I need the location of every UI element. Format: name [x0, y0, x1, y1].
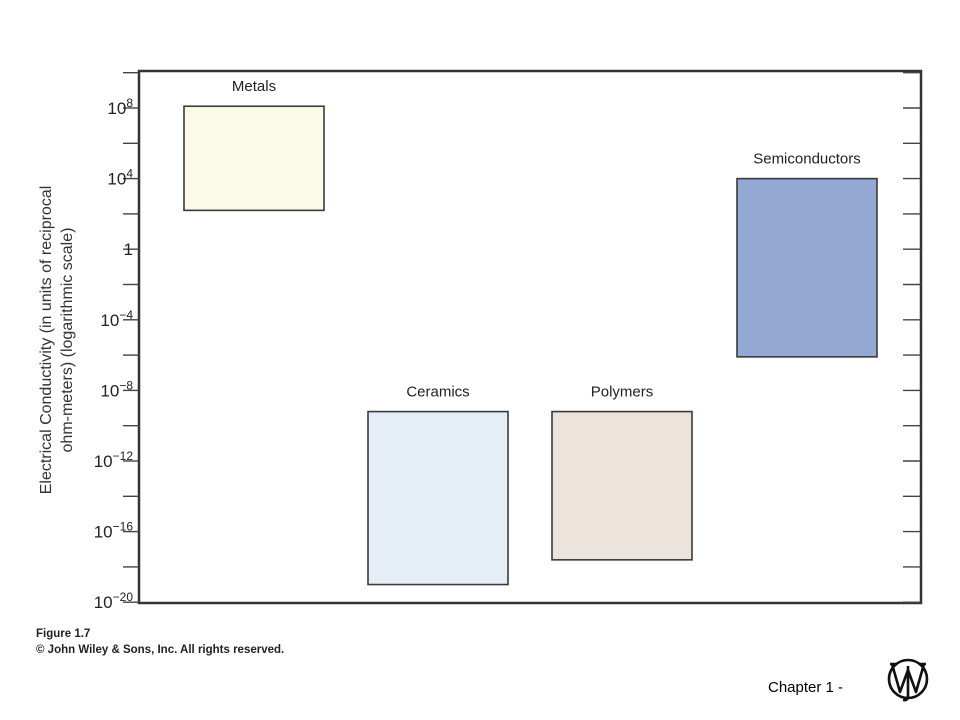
y-axis-label-line-1: Electrical Conductivity (in units of rec… — [38, 185, 55, 495]
range-bar-semiconductors — [736, 177, 878, 358]
y-tick-label: 10−12 — [94, 449, 134, 471]
y-tick-label: 1 — [124, 240, 133, 259]
copyright-notice: © John Wiley & Sons, Inc. All rights res… — [36, 644, 285, 656]
y-tick-label: 10−4 — [100, 308, 133, 330]
range-bar-metals — [183, 105, 325, 212]
plot-frame — [137, 69, 923, 605]
y-tick-label: 108 — [107, 96, 133, 118]
y-axis-label-line-2: ohm-meters) (logarithmic scale) — [59, 227, 76, 453]
y-tick-label: 10−20 — [94, 590, 134, 612]
chapter-footer: Chapter 1 - — [768, 679, 844, 696]
y-tick-label: 10−16 — [94, 520, 134, 542]
y-axis-label: Electrical Conductivity (in units of rec… — [36, 170, 96, 510]
category-label-metals: Metals — [232, 78, 276, 95]
figure-number: Figure 1.7 — [36, 628, 91, 640]
wiley-logo-icon — [887, 658, 929, 702]
range-bar-polymers — [551, 410, 693, 561]
range-bar-ceramics — [367, 410, 509, 586]
category-label-polymers: Polymers — [591, 384, 654, 401]
category-label-ceramics: Ceramics — [406, 384, 469, 401]
figure-caption: Figure 1.7 © John Wiley & Sons, Inc. All… — [36, 626, 284, 658]
y-tick-label: 104 — [107, 167, 133, 189]
y-tick-label: 10−8 — [100, 378, 133, 400]
category-label-semiconductors: Semiconductors — [753, 151, 861, 168]
